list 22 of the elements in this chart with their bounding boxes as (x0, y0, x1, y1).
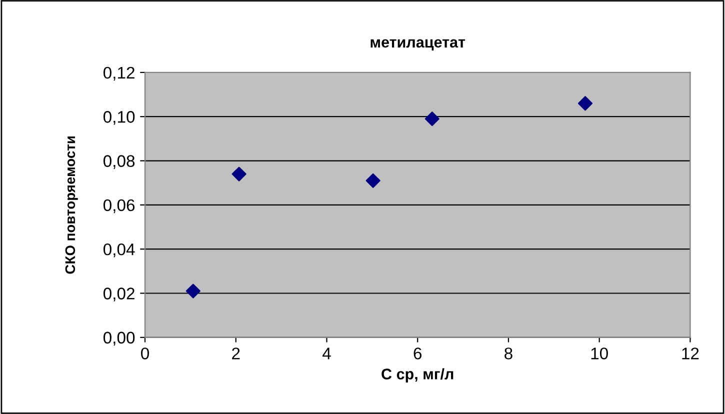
x-tick-label: 2 (232, 348, 240, 360)
x-tick-label: 8 (504, 348, 512, 360)
point (366, 173, 380, 188)
x-tick-label: 4 (322, 348, 331, 360)
y-axis-title: СКО повторяемости (65, 136, 78, 274)
chart-title: метилацетат (370, 39, 466, 50)
point (424, 112, 440, 126)
point (232, 166, 246, 182)
point (578, 96, 593, 111)
y-tick-label: 0,12 (103, 66, 134, 81)
y-tick-label: 0,00 (103, 332, 135, 346)
y-tick-label: 0,04 (103, 243, 135, 258)
x-tick-label: 12 (682, 348, 699, 360)
y-tick-label: 0,06 (103, 199, 135, 214)
x-tick-label: 6 (414, 348, 422, 360)
x-axis-title: С ср, мг/л (382, 368, 454, 382)
y-tick-label: 0,10 (103, 111, 135, 125)
point (186, 284, 200, 298)
x-tick-label: 0 (141, 348, 149, 360)
x-tick-label: 10 (591, 348, 608, 360)
y-tick-label: 0,08 (103, 155, 135, 169)
y-tick-label: 0,02 (103, 288, 134, 302)
